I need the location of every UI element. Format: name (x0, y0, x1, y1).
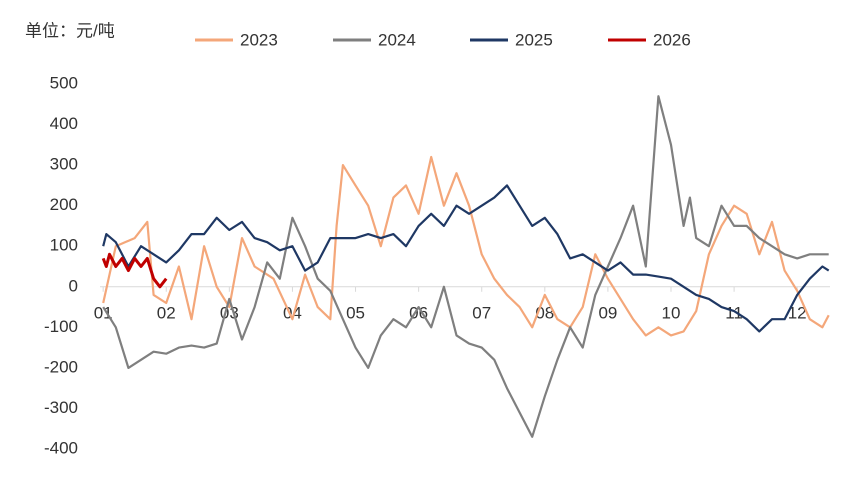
series-line (102, 155, 830, 337)
y-tick-label: -200 (44, 357, 78, 376)
x-tick-label: 11 (725, 303, 743, 322)
x-tick-label: 02 (157, 303, 176, 322)
legend-label: 2023 (240, 30, 278, 49)
series-line (101, 252, 168, 289)
y-tick-label: -400 (44, 438, 78, 457)
x-tick-label: 09 (598, 303, 617, 322)
series-line (102, 95, 829, 438)
y-tick-label: -300 (44, 398, 78, 417)
x-tick-label: 05 (346, 303, 365, 322)
legend-label: 2025 (515, 30, 553, 49)
y-tick-label: 400 (50, 114, 78, 133)
y-tick-label: 0 (69, 276, 78, 295)
y-tick-label: 500 (50, 73, 78, 92)
series-line (102, 184, 830, 333)
x-tick-label: 07 (472, 303, 491, 322)
y-tick-label: -100 (44, 317, 78, 336)
legend-label: 2026 (653, 30, 691, 49)
unit-label: 单位：元/吨 (25, 21, 115, 40)
y-tick-label: 100 (50, 236, 78, 255)
x-tick-label: 06 (409, 303, 428, 322)
x-tick-label: 10 (662, 303, 681, 322)
y-tick-label: 300 (50, 155, 78, 174)
y-tick-label: 200 (50, 195, 78, 214)
x-tick-label: 12 (788, 303, 807, 322)
legend-label: 2024 (378, 30, 416, 49)
x-tick-label: 01 (94, 303, 113, 322)
